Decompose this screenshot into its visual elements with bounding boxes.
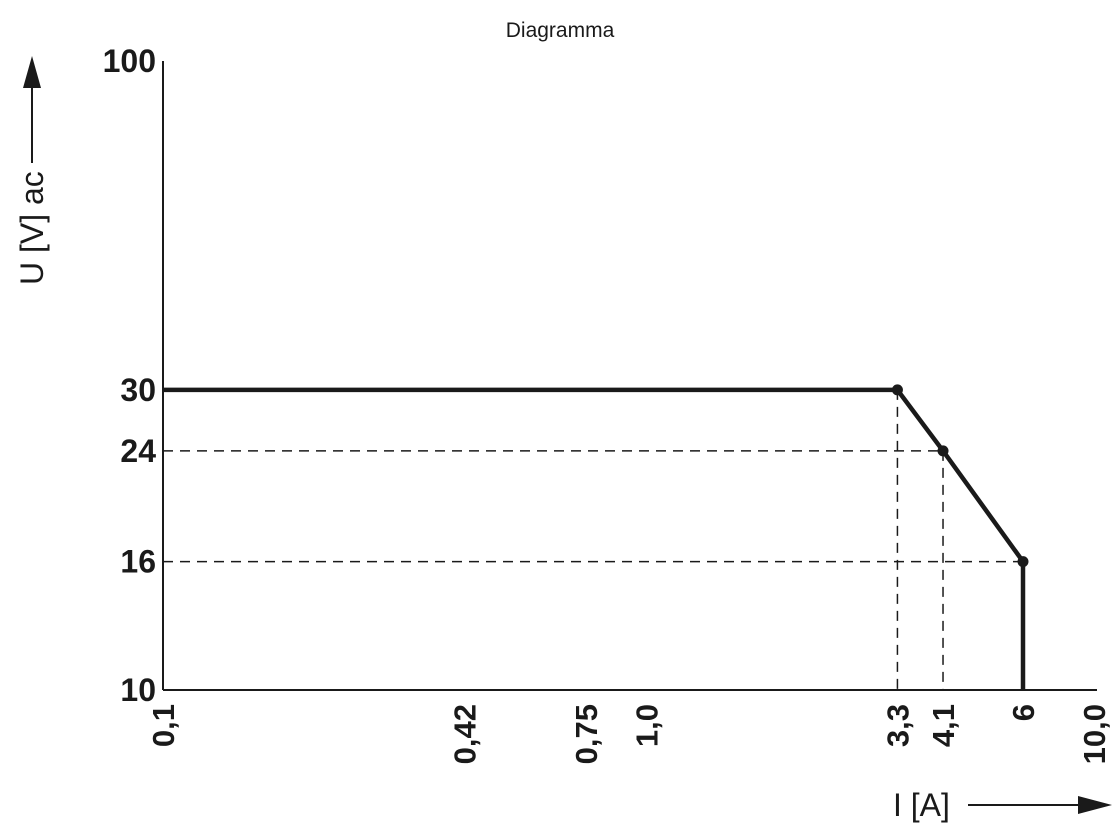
x-tick-label: 4,1 (926, 704, 961, 747)
x-axis-label-group: I [A] (893, 787, 1112, 823)
x-tick-label: 3,3 (880, 704, 915, 747)
y-axis-arrowhead-icon (23, 56, 41, 88)
x-axis-label: I [A] (893, 787, 950, 823)
chart-title: Diagramma (506, 19, 615, 42)
markers (891, 384, 1029, 568)
series-line (163, 387, 1026, 690)
x-tick-label: 0,42 (447, 704, 482, 764)
data-point (891, 384, 903, 396)
x-tick-label: 1,0 (630, 704, 665, 747)
y-tick-label: 100 (103, 43, 156, 79)
y-tick-label: 24 (120, 433, 156, 469)
y-axis-label: U [V] ac (14, 171, 50, 285)
x-tick-label: 6 (1006, 704, 1041, 721)
y-axis-label-group: U [V] ac (14, 56, 50, 285)
x-tick-label: 10,0 (1077, 704, 1112, 764)
reference-lines (163, 389, 1023, 690)
data-point (937, 445, 949, 457)
y-tick-label: 16 (120, 544, 156, 580)
x-tick-label: 0,1 (146, 704, 181, 747)
data-point (1017, 556, 1029, 568)
axes (162, 61, 1097, 691)
x-axis-arrowhead-icon (1078, 796, 1112, 814)
y-tick-label: 10 (120, 672, 156, 708)
x-tick-label: 0,75 (569, 704, 604, 764)
y-tick-label: 30 (120, 372, 156, 408)
tick-labels: 10 16 24 30 100 0,1 0,42 0,75 1,0 3,3 4,1 6 10,0 (103, 43, 1112, 764)
series-group (163, 387, 1026, 690)
